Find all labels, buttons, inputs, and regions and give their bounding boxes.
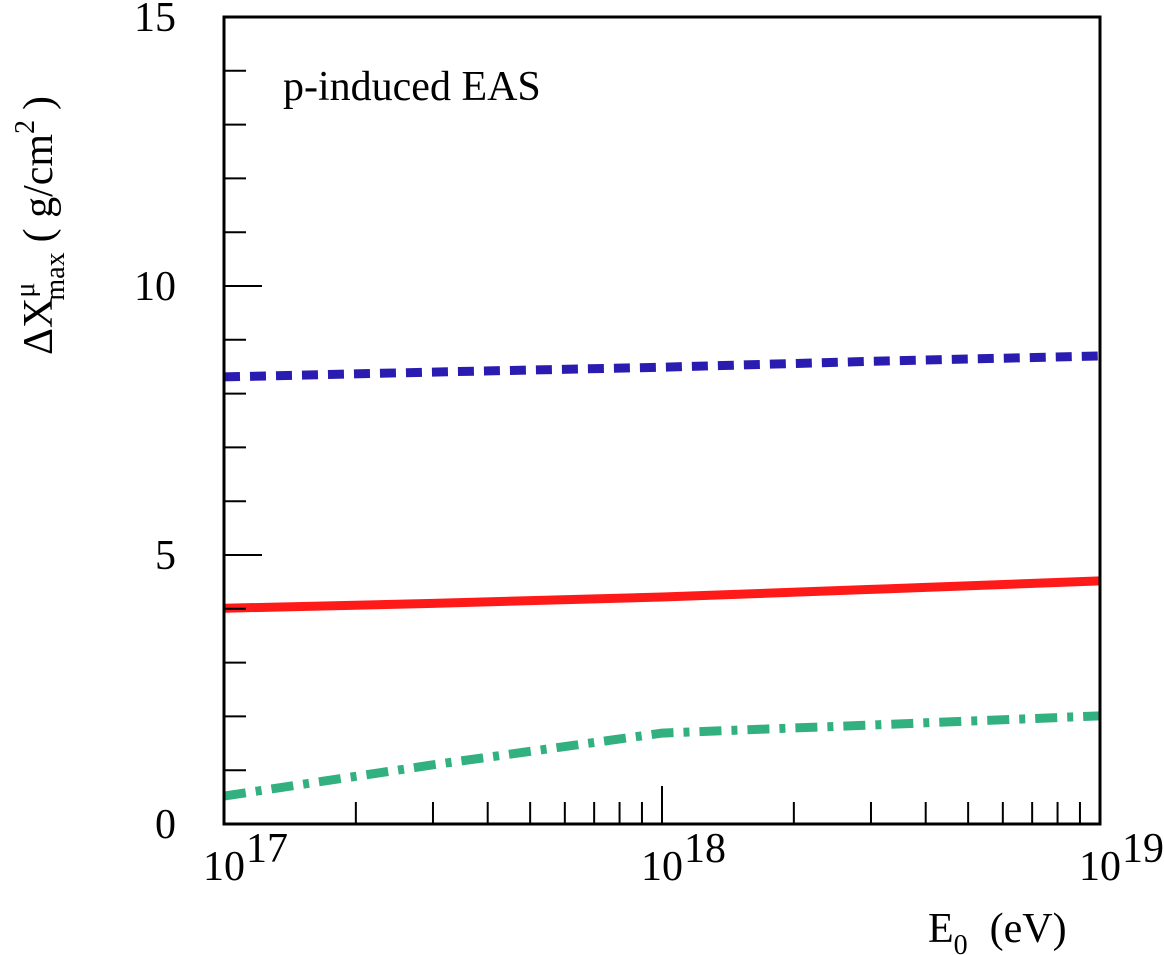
x-tick-exponent: 18 <box>684 826 726 872</box>
y-label-close: ) <box>16 96 62 110</box>
y-label-sup: μ <box>10 283 41 298</box>
y-tick-label: 15 <box>134 0 176 41</box>
y-tick-label: 5 <box>155 533 176 579</box>
data-line <box>223 351 1101 382</box>
data-line <box>223 576 1101 613</box>
x-tick-exponent: 17 <box>246 826 288 872</box>
x-label-base: E0 (eV) <box>928 906 1067 955</box>
y-tick-label: 10 <box>134 264 176 310</box>
y-axis-label: ΔXμmax( g/cm2) <box>10 96 71 355</box>
data-line <box>223 711 1101 801</box>
x-axis-label: E0 (eV) <box>928 906 1067 955</box>
plot-frame <box>222 15 1102 826</box>
y-tick-label: 0 <box>155 802 176 848</box>
x-tick-label: 10 <box>203 844 245 890</box>
y-label-unit: ( g/cm <box>16 134 62 243</box>
x-tick-label: 10 <box>641 844 683 890</box>
annotation: p-induced EAS <box>283 64 541 110</box>
x-label-unit: (eV) <box>990 906 1067 952</box>
y-label-base: ΔXμmax( g/cm2) <box>10 96 71 355</box>
x-tick-label: 10 <box>1079 844 1121 890</box>
y-label-sub: max <box>40 252 71 300</box>
y-label-unit-sup: 2 <box>10 120 41 134</box>
x-label-sub: 0 <box>954 930 968 955</box>
x-tick-exponent: 19 <box>1122 826 1164 872</box>
